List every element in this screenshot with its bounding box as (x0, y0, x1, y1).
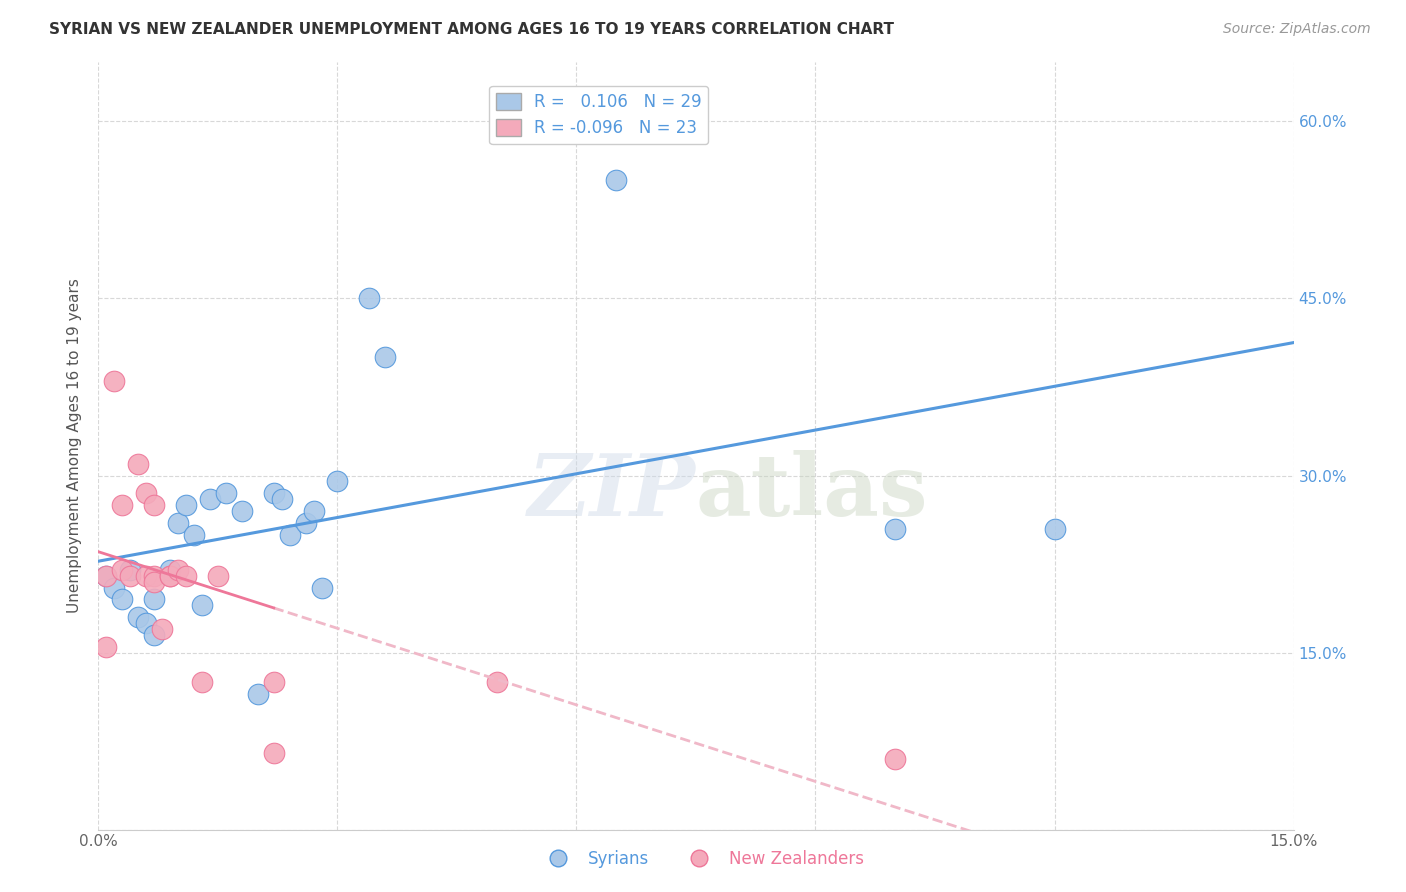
Point (231, 504, 253, 518)
Point (103, 581, 125, 595)
Point (263, 746, 285, 760)
Point (143, 498, 166, 512)
Point (159, 569, 181, 583)
Point (167, 563, 190, 577)
Point (127, 610, 149, 624)
Point (159, 569, 181, 583)
Text: SYRIAN VS NEW ZEALANDER UNEMPLOYMENT AMONG AGES 16 TO 19 YEARS CORRELATION CHART: SYRIAN VS NEW ZEALANDER UNEMPLOYMENT AMO… (49, 22, 894, 37)
Point (326, 475, 349, 489)
Point (120, 569, 142, 583)
Point (135, 569, 157, 583)
Point (143, 574, 166, 589)
Point (167, 516, 190, 530)
Point (485, 675, 508, 690)
Y-axis label: Unemployment Among Ages 16 to 19 years: Unemployment Among Ages 16 to 19 years (67, 278, 83, 614)
Point (191, 675, 214, 690)
Point (1043, 522, 1066, 536)
Legend: R =   0.106   N = 29, R = -0.096   N = 23: R = 0.106 N = 29, R = -0.096 N = 23 (489, 87, 709, 145)
Point (96, 640, 118, 654)
Point (605, 173, 627, 187)
Point (150, 622, 173, 636)
Point (263, 675, 285, 690)
Point (103, 374, 125, 388)
Point (174, 498, 197, 512)
Point (159, 563, 181, 577)
Point (96, 569, 118, 583)
Point (311, 581, 333, 595)
Point (127, 457, 149, 471)
Point (143, 592, 166, 607)
Point (135, 615, 157, 630)
Text: ZIP: ZIP (529, 450, 696, 533)
Point (135, 486, 157, 500)
Point (143, 628, 166, 642)
Point (111, 563, 134, 577)
Point (884, 522, 907, 536)
Point (215, 486, 238, 500)
Text: Source: ZipAtlas.com: Source: ZipAtlas.com (1223, 22, 1371, 37)
Point (207, 569, 229, 583)
Point (143, 569, 166, 583)
Legend: Syrians, New Zealanders: Syrians, New Zealanders (534, 844, 872, 875)
Point (198, 492, 221, 507)
Text: atlas: atlas (696, 450, 928, 534)
Point (183, 527, 205, 541)
Point (96, 569, 118, 583)
Point (270, 492, 292, 507)
Point (278, 527, 301, 541)
Point (111, 592, 134, 607)
Point (246, 687, 269, 701)
Point (374, 351, 396, 365)
Point (111, 498, 134, 512)
Point (120, 563, 142, 577)
Point (263, 486, 285, 500)
Point (302, 504, 325, 518)
Point (174, 569, 197, 583)
Point (359, 292, 381, 306)
Point (294, 516, 316, 530)
Point (884, 752, 907, 766)
Point (191, 599, 214, 613)
